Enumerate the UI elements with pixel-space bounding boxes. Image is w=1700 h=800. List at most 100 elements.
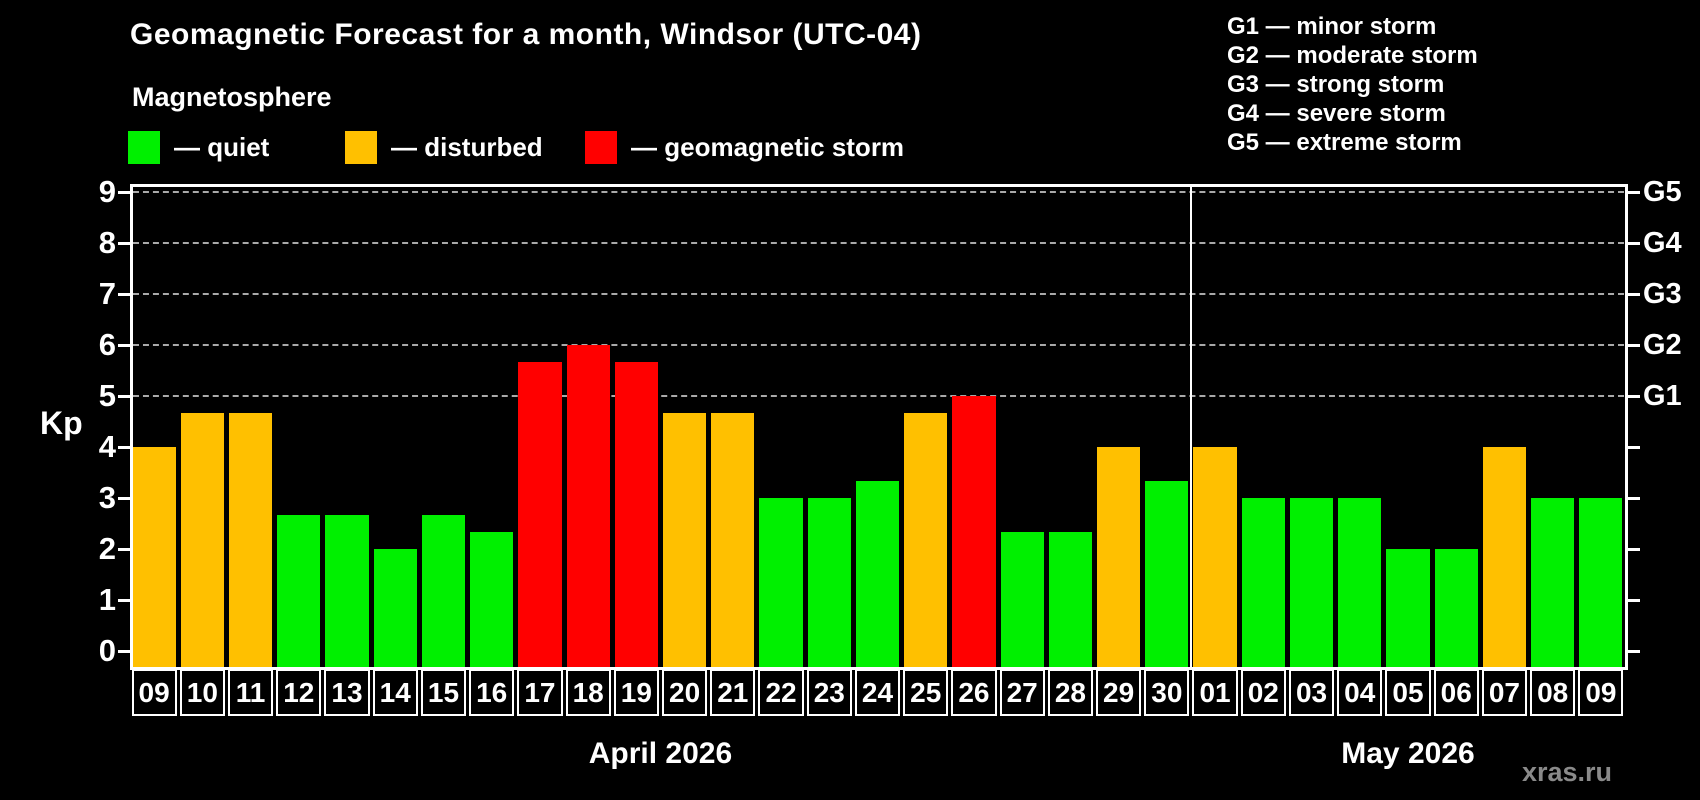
kp-bar xyxy=(1531,498,1575,667)
g-scale-label-g4: G4 xyxy=(1643,227,1682,259)
gridline-kp7 xyxy=(133,293,1624,295)
legend-item-disturbed: — disturbed xyxy=(345,131,543,164)
y-axis-tick-label: 7 xyxy=(98,276,116,311)
kp-bar xyxy=(180,412,224,667)
y-axis-tick-right xyxy=(1628,650,1640,653)
kp-bar xyxy=(855,481,900,667)
kp-bar xyxy=(1482,447,1527,667)
day-label-cell: 09 xyxy=(131,669,177,716)
day-label-cell: 27 xyxy=(999,669,1045,716)
legend-item-storm: — geomagnetic storm xyxy=(585,131,904,164)
storm-scale-legend: G1 — minor storm G2 — moderate storm G3 — … xyxy=(1227,12,1478,157)
day-label-cell: 04 xyxy=(1337,669,1383,716)
month-label-april: April 2026 xyxy=(588,737,733,770)
day-label-cell: 18 xyxy=(565,669,611,716)
y-axis-tick-right xyxy=(1628,395,1640,398)
y-axis-tick-label: 3 xyxy=(98,480,116,515)
kp-bar xyxy=(1048,532,1092,667)
kp-bar xyxy=(228,412,273,667)
y-axis-tick-right xyxy=(1628,293,1640,296)
y-axis-tick-left xyxy=(118,191,130,194)
kp-bar xyxy=(614,361,658,667)
g-scale-label-g1: G1 xyxy=(1643,380,1682,412)
kp-bar xyxy=(1289,498,1334,667)
kp-bar xyxy=(904,412,948,667)
day-label-cell: 21 xyxy=(710,669,756,716)
legend-item-label: — quiet xyxy=(174,132,270,162)
y-axis-tick-label: 6 xyxy=(98,327,116,362)
day-label-cell: 10 xyxy=(179,669,225,716)
kp-bar xyxy=(1386,549,1430,667)
quiet-swatch-icon xyxy=(128,131,160,164)
y-axis-tick-label: 5 xyxy=(98,378,116,413)
day-label-cell: 11 xyxy=(227,669,274,716)
plot-left-spine xyxy=(130,184,133,670)
day-label-cell: 01 xyxy=(1192,669,1238,716)
y-axis-tick-left xyxy=(118,293,130,296)
kp-bar xyxy=(1434,549,1478,667)
y-axis-tick-left xyxy=(118,599,130,602)
gridline-kp8 xyxy=(133,242,1624,244)
day-label-cell: 24 xyxy=(854,669,901,716)
kp-bar xyxy=(662,412,707,667)
day-label-cell: 23 xyxy=(806,669,852,716)
y-axis-tick-label: 9 xyxy=(98,174,116,209)
day-label-cell: 02 xyxy=(1240,669,1286,716)
kp-bar xyxy=(1145,481,1189,667)
y-axis-tick-left xyxy=(118,446,130,449)
y-axis-tick-left xyxy=(118,242,130,245)
day-label-cell: 16 xyxy=(469,669,515,716)
storm-scale-line: G3 — strong storm xyxy=(1227,71,1445,98)
watermark: xras.ru xyxy=(1521,757,1612,787)
y-axis-tick-label: 0 xyxy=(98,633,116,668)
kp-bar xyxy=(421,514,466,667)
day-label-cell: 14 xyxy=(372,669,418,716)
storm-swatch-icon xyxy=(585,131,617,164)
kp-bar xyxy=(1000,532,1044,667)
gridline-kp9 xyxy=(133,191,1624,193)
day-label-cell: 20 xyxy=(661,669,708,716)
kp-bar xyxy=(1241,498,1285,667)
day-label-cell: 06 xyxy=(1433,669,1479,716)
kp-bar xyxy=(759,498,803,667)
day-label-cell: 08 xyxy=(1530,669,1576,716)
kp-bar xyxy=(470,532,514,667)
y-axis-tick-left xyxy=(118,650,130,653)
legend-item-label: — disturbed xyxy=(391,132,543,162)
y-axis-tick-label: 2 xyxy=(98,531,116,566)
disturbed-swatch-icon xyxy=(345,131,377,164)
day-label-cell: 03 xyxy=(1288,669,1335,716)
legend-item-label: — geomagnetic storm xyxy=(631,132,905,162)
y-axis-tick-label: 1 xyxy=(98,582,116,617)
storm-scale-line: G1 — minor storm xyxy=(1227,13,1437,40)
day-label-cell: 05 xyxy=(1385,669,1431,716)
g-scale-label-g2: G2 xyxy=(1643,329,1682,361)
magnetosphere-label: Magnetosphere xyxy=(132,82,332,112)
g-scale-label-g3: G3 xyxy=(1643,278,1682,310)
y-axis-label: Kp xyxy=(40,405,83,441)
day-label-cell: 26 xyxy=(951,669,997,716)
kp-bar xyxy=(711,412,755,667)
day-label-cell: 22 xyxy=(758,669,804,716)
storm-scale-line: G2 — moderate storm xyxy=(1227,42,1478,69)
y-axis-tick-right xyxy=(1628,599,1640,602)
plot-right-spine xyxy=(1625,184,1628,670)
day-label-cell: 13 xyxy=(324,669,370,716)
g-scale-label-g5: G5 xyxy=(1643,176,1682,208)
kp-bar xyxy=(1338,498,1382,667)
y-axis-tick-left xyxy=(118,344,130,347)
kp-bar xyxy=(1579,498,1623,667)
day-label-cell: 15 xyxy=(420,669,467,716)
kp-bar xyxy=(325,514,369,667)
day-label-cell: 29 xyxy=(1096,669,1142,716)
y-axis-tick-right xyxy=(1628,497,1640,500)
kp-bar xyxy=(373,549,417,667)
y-axis-tick-label: 4 xyxy=(98,429,116,464)
legend-item-quiet: — quiet xyxy=(128,131,269,164)
y-axis-tick-left xyxy=(118,497,130,500)
kp-bar xyxy=(1097,447,1141,667)
kp-bar xyxy=(952,396,996,667)
day-label-cell: 09 xyxy=(1578,669,1624,716)
day-label-cell: 30 xyxy=(1144,669,1190,716)
